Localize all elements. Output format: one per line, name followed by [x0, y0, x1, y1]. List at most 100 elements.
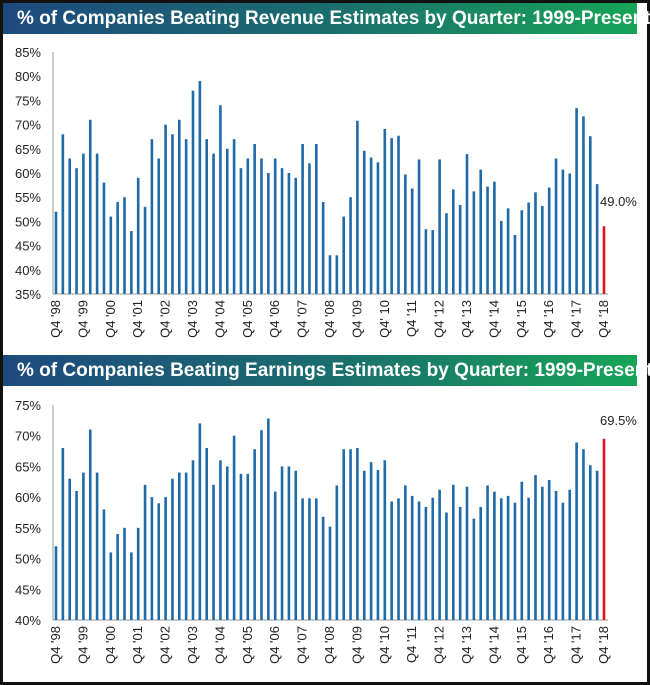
- bar: [61, 134, 65, 294]
- bar: [280, 168, 284, 294]
- bar: [452, 189, 455, 294]
- bar: [116, 534, 119, 620]
- bar: [568, 489, 572, 620]
- bar: [95, 153, 99, 294]
- bar: [431, 230, 435, 294]
- bar: [184, 472, 188, 620]
- bar: [452, 484, 455, 620]
- y-tick-label: 55%: [15, 190, 41, 205]
- bar: [458, 506, 462, 620]
- x-tick-label: Q4 '99: [75, 626, 90, 664]
- bar: [219, 460, 222, 620]
- x-tick-label: Q4 '05: [240, 300, 255, 338]
- bar: [109, 216, 113, 294]
- bar: [349, 197, 352, 294]
- bar: [253, 143, 256, 294]
- y-tick-label: 35%: [15, 287, 41, 302]
- bar: [472, 191, 476, 294]
- bar: [527, 202, 530, 294]
- bar: [369, 157, 373, 294]
- bar: [534, 192, 537, 294]
- bar: [390, 138, 393, 294]
- x-tick-label: Q4 '99: [75, 300, 90, 338]
- earnings-chart-title: % of Companies Beating Earnings Estimate…: [3, 355, 650, 386]
- bar: [321, 202, 325, 294]
- bar: [424, 506, 428, 620]
- bar: [520, 210, 524, 294]
- y-tick-label: 65%: [15, 459, 41, 474]
- bar: [438, 159, 441, 294]
- x-tick-label: Q4 '17: [569, 626, 584, 664]
- bar: [582, 449, 585, 620]
- bar: [219, 105, 222, 295]
- bar: [267, 418, 270, 620]
- bar: [205, 139, 208, 294]
- bar: [198, 81, 202, 294]
- y-tick-label: 70%: [15, 429, 41, 444]
- bar: [294, 470, 298, 620]
- bar: [68, 478, 71, 620]
- y-tick-label: 45%: [15, 582, 41, 597]
- x-tick-label: Q4 '15: [514, 626, 529, 664]
- bar: [486, 485, 489, 620]
- x-tick-label: Q4 '02: [158, 300, 173, 338]
- bar: [157, 158, 161, 294]
- x-tick-label: Q4 '09: [349, 626, 364, 664]
- bar: [239, 473, 243, 620]
- bar: [410, 495, 414, 620]
- bar: [397, 135, 400, 294]
- bar: [342, 449, 345, 620]
- bar: [561, 502, 565, 620]
- bar: [82, 472, 85, 620]
- x-tick-label: Q4 '06: [267, 626, 282, 664]
- bar: [362, 150, 366, 294]
- bar: [499, 498, 503, 620]
- x-tick-label: Q4 '09: [349, 300, 364, 338]
- x-tick-label: Q4 '08: [322, 626, 337, 664]
- x-tick-label: Q4 '15: [514, 300, 529, 338]
- bar: [547, 479, 551, 620]
- bar: [527, 497, 530, 620]
- bar: [335, 485, 339, 620]
- bar: [568, 173, 572, 294]
- bar: [458, 204, 462, 294]
- highlighted-bar: [602, 226, 606, 294]
- bar: [82, 153, 85, 294]
- bar: [191, 460, 195, 620]
- x-tick-label: Q4 '01: [130, 626, 145, 664]
- y-tick-label: 80%: [15, 69, 41, 84]
- bar: [356, 448, 359, 620]
- bar: [575, 442, 578, 620]
- x-tick-label: Q4 '14: [486, 626, 501, 664]
- bar: [445, 512, 448, 620]
- bar: [157, 503, 161, 620]
- bar: [150, 139, 154, 294]
- bar: [472, 518, 476, 620]
- bar: [582, 116, 585, 294]
- y-tick-label: 50%: [15, 552, 41, 567]
- bar: [506, 495, 510, 620]
- bar: [417, 159, 421, 294]
- bar: [595, 470, 599, 620]
- x-tick-label: Q4 '05: [240, 626, 255, 664]
- bar: [561, 169, 565, 294]
- bar: [410, 188, 414, 294]
- revenue-chart-title: % of Companies Beating Revenue Estimates…: [3, 3, 650, 34]
- x-tick-label: Q4 '08: [322, 300, 337, 338]
- x-tick-label: Q4 '01: [130, 300, 145, 338]
- bar: [75, 491, 78, 620]
- bar: [383, 128, 387, 294]
- x-tick-label: Q4 '07: [295, 300, 310, 338]
- bar: [595, 184, 599, 294]
- x-tick-label: Q4 '12: [432, 300, 447, 338]
- bar: [349, 449, 352, 620]
- bar: [191, 90, 195, 294]
- bar: [541, 486, 544, 620]
- bar: [493, 181, 496, 294]
- bar: [212, 153, 215, 294]
- x-tick-label: Q4 '16: [541, 300, 556, 338]
- bar: [342, 216, 345, 294]
- x-tick-label: Q4 '04: [212, 300, 227, 338]
- x-tick-label: Q4 '07: [295, 626, 310, 664]
